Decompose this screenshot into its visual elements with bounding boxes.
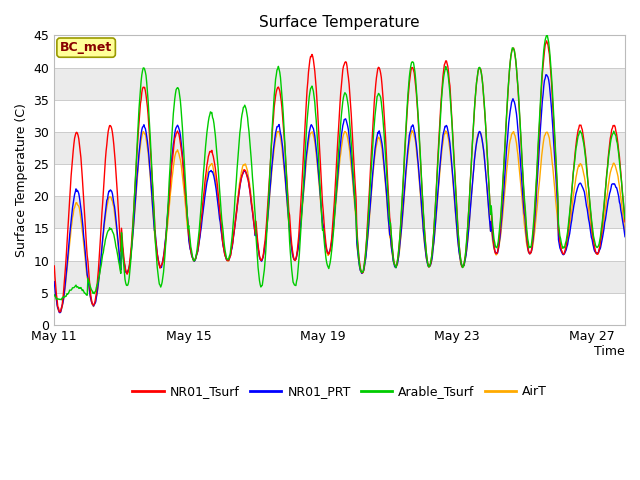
- Title: Surface Temperature: Surface Temperature: [259, 15, 420, 30]
- Y-axis label: Surface Temperature (C): Surface Temperature (C): [15, 103, 28, 257]
- Legend: NR01_Tsurf, NR01_PRT, Arable_Tsurf, AirT: NR01_Tsurf, NR01_PRT, Arable_Tsurf, AirT: [127, 380, 552, 403]
- Bar: [54, 261, 625, 293]
- Bar: [54, 196, 625, 228]
- Bar: [54, 68, 625, 100]
- X-axis label: Time: Time: [595, 345, 625, 358]
- Bar: [54, 132, 625, 164]
- Text: BC_met: BC_met: [60, 41, 112, 54]
